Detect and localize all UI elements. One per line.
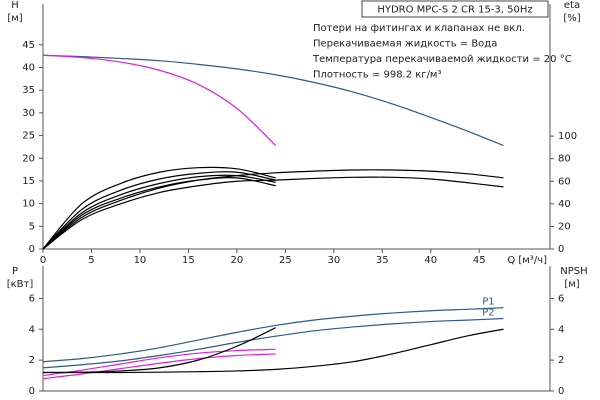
curve bbox=[42, 348, 276, 377]
y2-label: NPSH bbox=[560, 266, 587, 277]
y2-tick-label: 4 bbox=[558, 324, 564, 335]
y2-tick-label: 2 bbox=[558, 355, 564, 366]
x-tick-label: 0 bbox=[40, 255, 46, 266]
y2-unit: [м] bbox=[564, 279, 579, 290]
curve bbox=[42, 54, 504, 147]
y2-tick-label: 60 bbox=[558, 176, 571, 187]
curve bbox=[42, 177, 276, 250]
chart-title: HYDRO MPC-S 2 CR 15-3, 50Hz bbox=[377, 5, 532, 16]
y-tick-label: 40 bbox=[22, 63, 35, 74]
y-tick-label: 0 bbox=[29, 386, 35, 397]
note: Температура перекачиваемой жидкости = 20… bbox=[312, 54, 572, 65]
x-label: Q [м³/ч] bbox=[507, 255, 547, 266]
curve bbox=[42, 174, 276, 250]
x-tick-label: 35 bbox=[376, 255, 389, 266]
curve bbox=[43, 328, 504, 374]
y2-tick-label: 6 bbox=[558, 293, 564, 304]
y-tick-label: 0 bbox=[29, 244, 35, 255]
y-tick-label: 15 bbox=[22, 176, 35, 187]
series-label: P2 bbox=[482, 307, 494, 318]
y2-tick-label: 0 bbox=[558, 244, 564, 255]
x-tick-label: 40 bbox=[424, 255, 437, 266]
x-tick-label: 20 bbox=[231, 255, 244, 266]
y-label: H bbox=[11, 0, 19, 11]
curve bbox=[42, 166, 276, 250]
y-tick-label: 45 bbox=[22, 40, 35, 51]
curve bbox=[42, 327, 276, 374]
x-tick-label: 30 bbox=[327, 255, 340, 266]
y2-tick-label: 0 bbox=[558, 386, 564, 397]
y-tick-label: 35 bbox=[22, 85, 35, 96]
y-tick-label: 30 bbox=[22, 108, 35, 119]
y2-label: eta bbox=[564, 0, 580, 11]
y-tick-label: 4 bbox=[29, 324, 35, 335]
title-box bbox=[361, 0, 549, 18]
curve bbox=[42, 171, 276, 250]
curve bbox=[42, 169, 504, 250]
y-tick-label: 25 bbox=[22, 131, 35, 142]
x-tick-label: 10 bbox=[134, 255, 147, 266]
y-unit: [м] bbox=[7, 13, 22, 24]
y2-tick-label: 100 bbox=[558, 131, 577, 142]
y-label: P bbox=[12, 266, 18, 277]
y-tick-label: 10 bbox=[22, 199, 35, 210]
x-tick-label: 25 bbox=[279, 255, 292, 266]
series-label: P1 bbox=[482, 297, 494, 308]
y-tick-label: 2 bbox=[29, 355, 35, 366]
y2-unit: [%] bbox=[563, 13, 580, 24]
x-tick-label: 5 bbox=[88, 255, 94, 266]
x-tick-label: 45 bbox=[473, 255, 486, 266]
curve bbox=[42, 307, 504, 363]
y2-tick-label: 80 bbox=[558, 154, 571, 165]
note: Перекачиваемая жидкость = Вода bbox=[313, 39, 497, 50]
curve bbox=[42, 353, 276, 380]
y-unit: [кВт] bbox=[7, 279, 34, 290]
y-tick-label: 6 bbox=[29, 293, 35, 304]
curve bbox=[42, 317, 504, 369]
y-tick-label: 20 bbox=[22, 153, 35, 164]
curve bbox=[42, 54, 277, 146]
note: Потери на фитингах и клапанах не вкл. bbox=[313, 23, 525, 34]
y-tick-label: 5 bbox=[29, 221, 35, 232]
y2-tick-label: 40 bbox=[558, 199, 571, 210]
note: Плотность = 998.2 кг/м³ bbox=[313, 70, 442, 81]
curve bbox=[42, 176, 504, 250]
y2-tick-label: 20 bbox=[558, 221, 571, 232]
x-tick-label: 15 bbox=[182, 255, 195, 266]
